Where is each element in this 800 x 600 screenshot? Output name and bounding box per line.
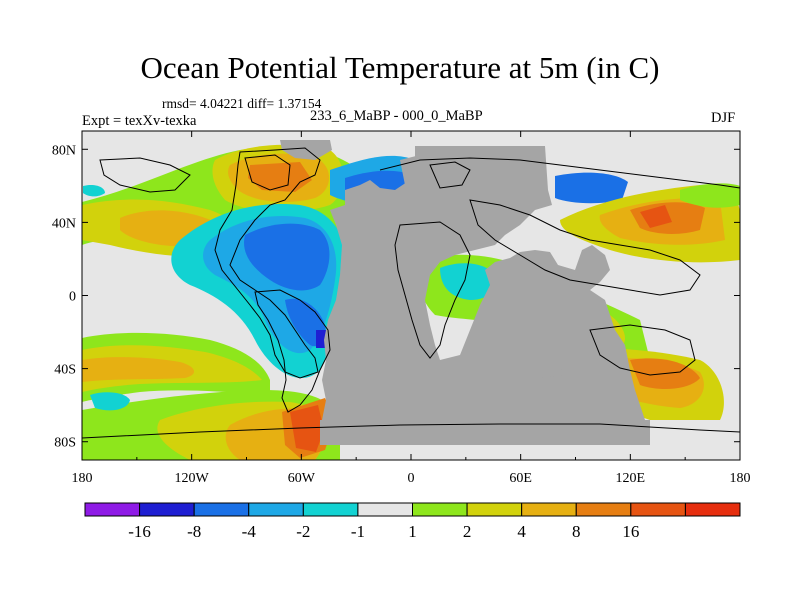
colorbar-swatch xyxy=(466,502,523,517)
anomaly-orange-north-atlantic xyxy=(248,162,312,192)
colorbar-swatch xyxy=(248,502,304,517)
anomaly-blue-central xyxy=(244,223,330,291)
anomaly-cyan-west xyxy=(90,392,130,411)
coast-africa xyxy=(394,221,471,359)
experiment-label: Expt = texXv-texka xyxy=(82,113,197,129)
y-tick-label: 80S xyxy=(54,436,76,451)
colorbar-label: -16 xyxy=(128,522,151,541)
x-axis: 180 120W 60W 0 60E 120E 180 xyxy=(72,131,751,486)
anomaly-green-northeast-pacific xyxy=(680,183,740,208)
coast-australia xyxy=(589,324,696,376)
map-area xyxy=(82,131,740,460)
coast-eurasia-africa xyxy=(379,157,740,189)
x-tick-label: 120W xyxy=(175,471,210,486)
anomaly-cyan-northwest xyxy=(83,184,105,197)
coast-arctic-island xyxy=(429,161,471,189)
land-mass-north-strip xyxy=(400,155,420,185)
x-tick-label: 60E xyxy=(509,471,532,486)
colorbar-swatch xyxy=(412,502,468,517)
x-tick-label: 60W xyxy=(288,471,316,486)
colorbar-swatch xyxy=(139,502,195,517)
colorbar-label: 1 xyxy=(408,522,417,541)
y-tick-label: 40S xyxy=(54,363,76,378)
anomaly-darkblue-spot xyxy=(316,330,326,348)
colorbar: -16 -8 -4 -2 -1 1 2 4 8 16 xyxy=(84,502,741,541)
y-tick-label: 0 xyxy=(69,290,76,305)
colorbar-swatch xyxy=(630,502,686,517)
anomaly-blue-north-east xyxy=(555,172,628,204)
colorbar-label: -1 xyxy=(351,522,365,541)
coast-asia xyxy=(469,199,701,296)
colorbar-label: 16 xyxy=(622,522,639,541)
land-mass-north-cap xyxy=(280,140,332,160)
land-mass-antarctic xyxy=(320,420,650,445)
colorbar-label: -8 xyxy=(187,522,201,541)
colorbar-swatch xyxy=(193,502,250,517)
colorbar-label: 4 xyxy=(517,522,526,541)
y-axis: 80N 40N 0 40S 80S xyxy=(52,143,740,451)
coast-north-america xyxy=(214,147,321,379)
anomaly-lightorange-equatorial xyxy=(82,357,195,382)
colorbar-label: -4 xyxy=(242,522,257,541)
y-tick-label: 40N xyxy=(52,216,76,231)
x-tick-label: 180 xyxy=(72,471,93,486)
anomaly-blue-south-pacific xyxy=(285,298,326,347)
season-label: DJF xyxy=(711,110,736,126)
stats-text: rmsd= 4.04221 diff= 1.37154 xyxy=(162,96,322,111)
anomaly-red-northeast xyxy=(640,205,672,228)
colorbar-label: 2 xyxy=(463,522,472,541)
x-tick-label: 180 xyxy=(730,471,751,486)
x-tick-label: 0 xyxy=(408,471,415,486)
x-tick-label: 120E xyxy=(616,471,646,486)
land-mass-main xyxy=(320,146,648,445)
y-tick-label: 80N xyxy=(52,143,76,158)
colorbar-label: -2 xyxy=(296,522,310,541)
coastlines xyxy=(82,147,740,439)
coast-north-pacific xyxy=(99,157,191,193)
anomaly-cyan-east xyxy=(440,263,497,300)
coast-greenland xyxy=(244,154,291,191)
anomaly-red-southern xyxy=(290,405,324,452)
plot-title: Ocean Potential Temperature at 5m (in C) xyxy=(140,50,660,85)
coast-antarctica xyxy=(82,423,740,439)
colorbar-swatch xyxy=(684,502,741,517)
coast-south-america xyxy=(254,289,331,413)
colorbar-swatch xyxy=(84,502,141,517)
colorbar-swatch xyxy=(575,502,632,517)
colorbar-label: 8 xyxy=(572,522,581,541)
colorbar-swatch xyxy=(521,502,577,517)
plot-subtitle: 233_6_MaBP - 000_0_MaBP xyxy=(310,108,483,124)
colorbar-swatch xyxy=(357,502,413,517)
colorbar-swatch xyxy=(302,502,359,517)
land-mass-east-block xyxy=(520,360,562,378)
